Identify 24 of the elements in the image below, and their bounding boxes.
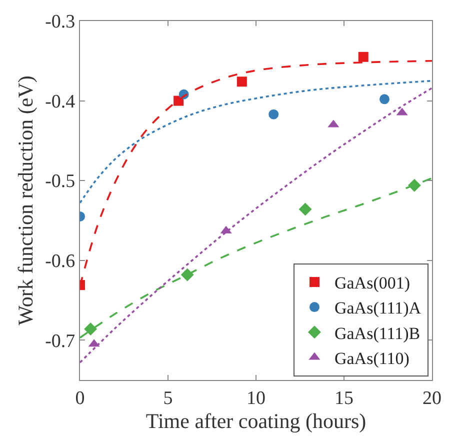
x-tick-label: 0 [75, 388, 85, 409]
x-tick-label: 15 [334, 388, 354, 409]
legend-label: GaAs(111)A [334, 298, 422, 318]
y-tick-label: -0.5 [45, 171, 76, 192]
point [236, 76, 247, 87]
legend-label: GaAs(110) [334, 348, 410, 368]
point [358, 52, 368, 62]
y-tick-label: -0.7 [45, 330, 76, 352]
point [268, 109, 279, 120]
line-series [80, 80, 432, 204]
x-axis-title: Time after coating (hours) [146, 408, 366, 433]
x-tick-label: 20 [422, 388, 442, 409]
point [379, 94, 390, 104]
y-tick-label: -0.6 [45, 250, 76, 272]
y-tick-label: -0.3 [45, 12, 76, 33]
point [180, 268, 194, 282]
point [298, 202, 312, 216]
y-axis-title: Work function reduction (eV) [13, 76, 38, 326]
x-tick-label: 5 [163, 388, 173, 409]
x-tick-label: 10 [246, 388, 266, 409]
legend-label: GaAs(001) [334, 274, 410, 293]
y-tick-label: -0.4 [45, 91, 76, 112]
legend-label: GaAs(111)B [334, 324, 420, 343]
point [84, 322, 98, 336]
